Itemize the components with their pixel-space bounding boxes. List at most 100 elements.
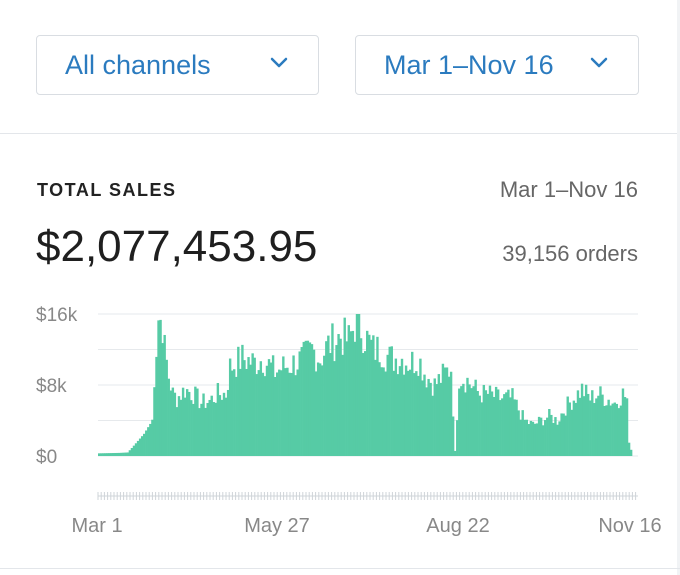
sales-bar: [406, 370, 410, 456]
x-tick-label: May 27: [244, 515, 310, 537]
sales-bar-chart: $0 $8k $16k Mar 1 May 27 Aug 22 Nov 16: [36, 305, 662, 537]
sales-bar: [214, 402, 218, 456]
sales-bar: [226, 389, 230, 456]
sales-bar: [595, 398, 598, 456]
sales-bar: [273, 377, 277, 456]
sales-bar: [458, 388, 461, 456]
sales-bar: [165, 359, 168, 456]
x-tick-label: Aug 22: [426, 515, 489, 537]
sales-bar: [210, 395, 213, 456]
chevron-down-icon: [590, 57, 608, 68]
sales-bar: [198, 408, 201, 456]
sales-bar: [337, 334, 340, 456]
sales-bar: [347, 325, 351, 456]
sales-bar: [601, 394, 604, 456]
sales-bar: [404, 365, 408, 456]
sales-bar: [149, 423, 152, 456]
sales-bar: [494, 386, 498, 456]
sales-bar: [230, 370, 234, 456]
sales-bar: [550, 414, 553, 456]
sales-bar: [603, 405, 606, 456]
sales-bar: [402, 374, 406, 456]
sales-bar: [185, 389, 189, 456]
card-date-range: Mar 1–Nov 16: [499, 177, 638, 202]
sales-bar: [173, 392, 177, 456]
sales-bar: [366, 330, 369, 456]
sales-bar: [546, 417, 549, 456]
sales-bar: [515, 399, 518, 456]
sales-bar: [300, 347, 303, 456]
sales-bar: [288, 372, 291, 456]
sales-bar: [108, 453, 111, 456]
sales-bar: [431, 395, 434, 456]
sales-bar: [392, 370, 396, 456]
sales-bar: [298, 351, 301, 456]
sales-bar: [415, 371, 418, 456]
sales-bar: [408, 369, 412, 456]
sales-bar: [617, 408, 621, 456]
sales-bar: [257, 370, 260, 456]
sales-bar: [282, 356, 285, 456]
sales-bar: [533, 423, 537, 456]
sales-bar: [128, 450, 132, 456]
sales-bar: [220, 399, 224, 456]
sales-bar: [200, 403, 203, 456]
filter-bar: All channels Mar 1–Nov 16: [0, 0, 680, 134]
x-tick-label: Nov 16: [598, 515, 661, 537]
sales-bar: [507, 389, 510, 456]
date-range-dropdown[interactable]: Mar 1–Nov 16: [355, 35, 639, 95]
sales-bar: [304, 340, 308, 456]
sales-bar: [355, 314, 359, 456]
sales-bar: [552, 422, 555, 456]
sales-bar: [564, 415, 567, 456]
sales-bar: [329, 353, 332, 456]
channel-filter-label: All channels: [65, 49, 211, 80]
sales-bar: [593, 403, 596, 456]
sales-bar: [153, 387, 156, 456]
sales-bar: [110, 453, 113, 456]
sales-bar: [619, 405, 623, 456]
sales-bar: [190, 400, 193, 456]
sales-bar: [233, 369, 236, 456]
sales-bar: [501, 398, 504, 456]
sales-bar: [163, 334, 166, 456]
sales-bar: [147, 427, 150, 456]
sales-bar: [623, 397, 627, 456]
sales-bar: [474, 379, 477, 456]
sales-bar: [286, 367, 289, 456]
sales-bar: [159, 319, 162, 456]
sales-bar: [582, 396, 586, 456]
sales-bar: [566, 396, 569, 456]
sales-bar: [554, 417, 557, 456]
sales-bar: [417, 375, 420, 456]
sales-bar: [171, 387, 175, 456]
orders-count: 39,156 orders: [502, 241, 638, 266]
sales-bar: [574, 402, 578, 456]
sales-bar: [349, 331, 353, 456]
sales-bar: [535, 423, 539, 456]
sales-bar: [439, 382, 443, 456]
sales-bar: [519, 419, 522, 456]
sales-bar: [177, 396, 181, 456]
sales-bar: [503, 394, 506, 456]
sales-bar: [627, 442, 631, 456]
sales-bar: [437, 374, 441, 456]
channel-filter-dropdown[interactable]: All channels: [36, 35, 319, 95]
sales-bar: [120, 452, 123, 456]
sales-bar: [216, 383, 220, 456]
sales-bar: [560, 413, 563, 456]
sales-bar: [382, 367, 385, 456]
sales-bar: [263, 376, 267, 456]
sales-bar: [484, 390, 488, 456]
sales-bar: [427, 378, 430, 456]
sales-bar: [376, 336, 379, 456]
sales-bar: [589, 400, 592, 456]
sales-bar: [625, 398, 629, 456]
sales-bar: [464, 392, 467, 456]
sales-bar: [323, 355, 326, 456]
sales-bar: [499, 400, 502, 456]
sales-bar: [202, 393, 205, 456]
sales-bar: [388, 346, 391, 456]
sales-bar: [591, 390, 594, 456]
sales-bar: [480, 402, 483, 456]
